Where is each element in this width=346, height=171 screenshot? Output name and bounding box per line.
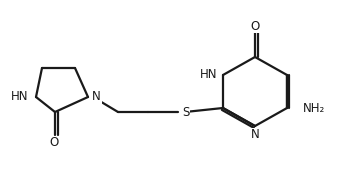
Text: O: O: [251, 19, 260, 32]
Text: O: O: [49, 136, 58, 149]
Text: NH₂: NH₂: [303, 102, 325, 115]
Text: HN: HN: [200, 68, 217, 81]
Text: HN: HN: [10, 90, 28, 103]
Text: N: N: [92, 90, 101, 103]
Text: S: S: [182, 107, 189, 120]
Text: N: N: [251, 128, 260, 141]
